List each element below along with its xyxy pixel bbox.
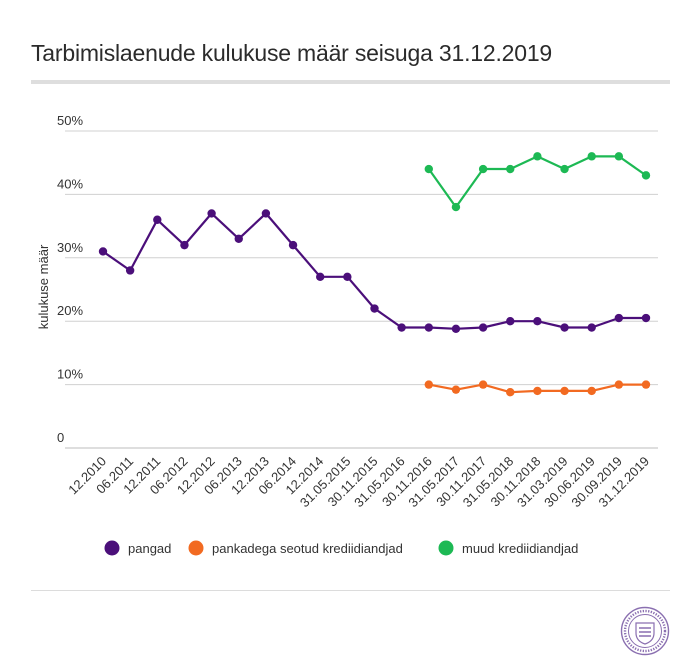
data-point	[153, 215, 162, 224]
legend-marker	[438, 540, 454, 556]
data-point	[478, 164, 488, 174]
data-point	[478, 380, 488, 389]
legend-marker	[104, 540, 120, 556]
series-points	[98, 152, 651, 397]
data-point	[370, 304, 379, 313]
data-point	[506, 317, 515, 326]
data-point	[207, 209, 216, 218]
y-tick-label: 50%	[57, 113, 83, 128]
data-point	[560, 164, 569, 174]
data-point	[424, 323, 433, 332]
data-point	[451, 202, 461, 212]
data-point	[533, 317, 542, 326]
data-point	[125, 266, 135, 275]
line-chart: 0 10% 20% 30% 40% 50% kulukuse määr 12.201006…	[36, 113, 658, 556]
data-point	[641, 171, 651, 180]
y-tick-labels: 0 10% 20% 30% 40% 50%	[57, 113, 83, 445]
data-point	[533, 386, 542, 396]
legend-label: pankadega seotud krediidiandjad	[212, 541, 403, 556]
data-point	[234, 234, 243, 243]
y-tick-label: 10%	[57, 367, 83, 382]
data-point	[397, 323, 406, 332]
data-point	[560, 323, 569, 332]
data-point	[261, 209, 271, 218]
footer-divider	[31, 590, 670, 591]
y-tick-label: 30%	[57, 240, 83, 255]
data-point	[587, 323, 596, 332]
data-point	[587, 386, 596, 396]
data-point	[424, 164, 433, 174]
data-point	[641, 380, 651, 389]
data-point	[614, 380, 624, 389]
legend-marker	[188, 540, 204, 556]
data-point	[506, 164, 515, 174]
series-line	[427, 155, 647, 209]
y-tick-label: 40%	[57, 176, 83, 191]
data-point	[288, 240, 298, 250]
data-point	[614, 152, 624, 161]
data-point	[180, 240, 189, 250]
x-tick-labels: 12.201006.201112.201106.201212.201206.20…	[65, 454, 652, 511]
data-point	[560, 386, 569, 396]
data-point	[451, 385, 461, 394]
title-divider	[31, 80, 670, 84]
chart-title: Tarbimislaenude kulukuse määr seisuga 31…	[31, 40, 553, 66]
data-point	[587, 152, 596, 161]
data-point	[98, 247, 108, 256]
legend: pangad pankadega seotud krediidiandjad muu…	[104, 540, 578, 556]
data-point	[424, 380, 433, 389]
data-point	[316, 272, 325, 282]
y-tick-label: 20%	[57, 303, 83, 318]
data-point	[506, 388, 515, 397]
legend-label: pangad	[128, 541, 171, 556]
data-point	[478, 323, 488, 332]
data-point	[614, 313, 624, 323]
gridlines	[65, 130, 658, 449]
data-point	[343, 272, 352, 282]
data-point	[533, 152, 542, 161]
data-point	[641, 313, 651, 323]
data-point	[451, 324, 461, 334]
finantsinspektsioon-logo	[620, 606, 670, 656]
y-axis-label: kulukuse määr	[36, 244, 51, 329]
legend-label: muud krediidiandjad	[462, 541, 578, 556]
y-tick-label: 0	[57, 430, 64, 445]
series-lines	[102, 155, 647, 394]
